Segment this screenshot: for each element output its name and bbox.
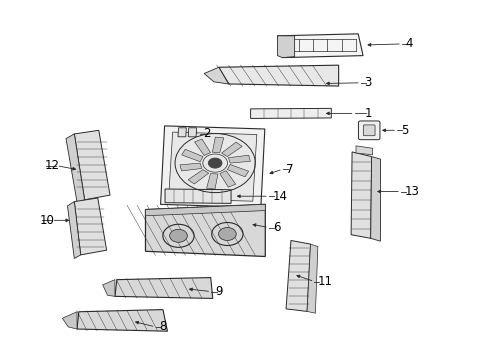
Text: 6: 6 (272, 221, 280, 234)
Text: 11: 11 (317, 275, 332, 288)
Polygon shape (115, 278, 212, 298)
Polygon shape (204, 67, 228, 84)
Polygon shape (306, 244, 317, 313)
Polygon shape (277, 36, 294, 58)
Polygon shape (212, 137, 224, 153)
Polygon shape (198, 189, 220, 201)
Polygon shape (67, 202, 81, 258)
Polygon shape (145, 204, 264, 256)
Circle shape (208, 158, 222, 168)
Circle shape (218, 228, 236, 240)
Polygon shape (350, 152, 371, 238)
Text: 14: 14 (272, 190, 287, 203)
Polygon shape (160, 126, 264, 207)
Text: 4: 4 (405, 37, 412, 50)
Polygon shape (180, 163, 202, 171)
Polygon shape (188, 170, 208, 184)
Polygon shape (74, 198, 106, 255)
FancyBboxPatch shape (358, 121, 379, 140)
Text: 2: 2 (203, 127, 210, 140)
Polygon shape (206, 174, 218, 189)
Polygon shape (370, 157, 380, 241)
Polygon shape (218, 65, 338, 86)
Polygon shape (77, 310, 167, 331)
Text: 8: 8 (159, 320, 166, 333)
Polygon shape (145, 204, 264, 216)
Polygon shape (74, 130, 110, 200)
Text: 9: 9 (215, 285, 222, 298)
Text: 5: 5 (400, 124, 407, 137)
Text: 10: 10 (40, 214, 55, 227)
FancyBboxPatch shape (363, 125, 374, 136)
Polygon shape (277, 34, 362, 58)
Polygon shape (227, 165, 248, 177)
Polygon shape (62, 312, 77, 329)
Polygon shape (66, 134, 84, 203)
Polygon shape (178, 128, 186, 137)
Polygon shape (228, 155, 250, 163)
Polygon shape (220, 171, 235, 187)
Polygon shape (165, 189, 231, 203)
Text: 1: 1 (364, 107, 371, 120)
Polygon shape (221, 142, 242, 157)
Text: 7: 7 (285, 163, 293, 176)
Text: 3: 3 (364, 76, 371, 89)
Polygon shape (188, 128, 196, 137)
Polygon shape (168, 132, 256, 201)
Polygon shape (285, 240, 310, 311)
Text: 13: 13 (404, 185, 419, 198)
Text: 12: 12 (45, 159, 60, 172)
Polygon shape (102, 280, 115, 296)
Polygon shape (181, 149, 203, 162)
Polygon shape (355, 146, 372, 155)
Polygon shape (194, 139, 210, 156)
Polygon shape (250, 108, 331, 118)
Circle shape (169, 229, 187, 242)
